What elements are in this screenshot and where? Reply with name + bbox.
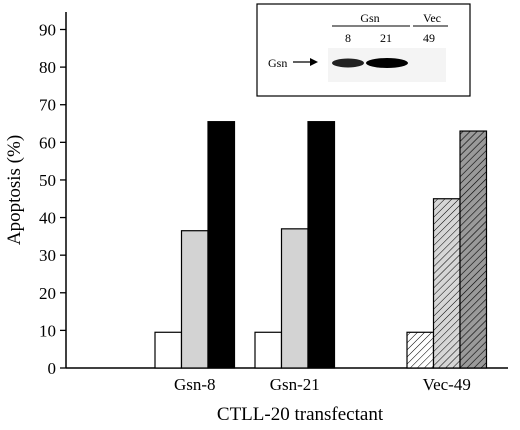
y-axis-title: Apoptosis (%): [4, 135, 25, 245]
y-ticks: 0 10 20 30 40 50 60 70 80 90: [39, 21, 66, 378]
bar-gsn-21-2: [280, 228, 309, 369]
bar-gsn-8-3: [207, 121, 236, 369]
y-tick-label: 80: [39, 58, 56, 77]
bar-vec-49-3: [459, 130, 488, 369]
arrow-right-icon: [293, 58, 318, 66]
y-tick-label: 90: [39, 21, 56, 40]
bars: [154, 121, 488, 369]
bar-gsn-21-1: [254, 331, 283, 369]
y-tick-label: 60: [39, 133, 56, 152]
blot-band-gsn-21: [366, 58, 408, 68]
bar-vec-49-2: [432, 198, 461, 369]
bar-gsn-8-2: [180, 230, 209, 369]
y-tick-label: 10: [39, 321, 56, 340]
bar-gsn-21-3: [307, 121, 336, 369]
inset-group-label-vec: Vec: [423, 11, 441, 25]
y-tick-label: 50: [39, 171, 56, 190]
inset-lane-label-8: 8: [345, 31, 351, 45]
blot-band-gsn-8: [332, 58, 364, 68]
x-tick-label: Gsn-8: [174, 375, 216, 394]
y-tick-label: 0: [48, 359, 57, 378]
x-tick-labels: Gsn-8 Gsn-21 Vec-49: [174, 375, 471, 394]
bar-vec-49-1: [406, 331, 435, 369]
inset-lane-label-49: 49: [423, 31, 435, 45]
y-tick-label: 20: [39, 284, 56, 303]
bar-gsn-8-1: [154, 331, 183, 369]
y-tick-label: 70: [39, 96, 56, 115]
x-tick-label: Gsn-21: [270, 375, 320, 394]
y-tick-label: 40: [39, 209, 56, 228]
x-axis-title: CTLL-20 transfectant: [217, 404, 384, 425]
blot-band-label: Gsn: [268, 56, 287, 70]
x-tick-label: Vec-49: [423, 375, 471, 394]
inset-lane-label-21: 21: [380, 31, 392, 45]
inset-group-label-gsn: Gsn: [360, 11, 379, 25]
y-tick-label: 30: [39, 246, 56, 265]
inset-western-blot: Gsn Vec 8 21 49 Gsn: [256, 3, 471, 97]
